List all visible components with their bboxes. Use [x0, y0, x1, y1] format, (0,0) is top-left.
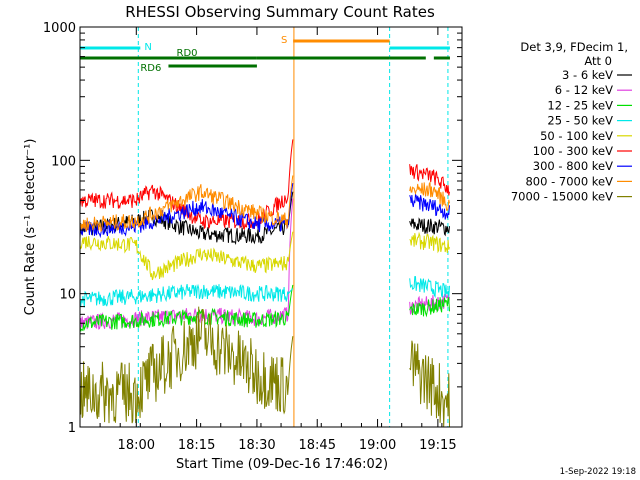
- series-trace-before-4: [79, 231, 294, 281]
- chart-title: RHESSI Observing Summary Count Rates: [125, 3, 435, 21]
- x-tick-label-2: 18:30: [238, 438, 275, 453]
- x-axis-label: Start Time (09-Dec-16 17:46:02): [176, 457, 388, 472]
- legend-entry-8: 7000 - 15000 keV: [511, 190, 613, 204]
- x-tick-label-0: 18:00: [118, 438, 155, 453]
- series-trace-after-1: [409, 294, 450, 315]
- legend-entry-4: 50 - 100 keV: [540, 129, 613, 143]
- flag-label-s: S: [281, 35, 287, 46]
- plot-area: N S RD0 RD6: [79, 27, 450, 428]
- series-trace-before-2: [79, 284, 294, 332]
- series-trace-after-3: [409, 276, 450, 299]
- plot-frame: [79, 26, 463, 428]
- series-trace-after-7: [409, 181, 450, 211]
- legend-entry-6: 300 - 800 keV: [533, 159, 613, 173]
- x-tick-label-5: 19:15: [419, 438, 456, 453]
- legend-header-line-1: Det 3,9, FDecim 1,: [520, 40, 628, 54]
- series-trace-after-5: [409, 164, 450, 196]
- footer-timestamp: 1-Sep-2022 19:18: [560, 467, 636, 477]
- series-trace-before-3: [79, 283, 294, 308]
- legend-entry-1: 6 - 12 keV: [555, 83, 613, 97]
- series-trace-after-6: [409, 192, 450, 220]
- x-tick-label-3: 18:45: [299, 438, 336, 453]
- series-0: [79, 191, 450, 245]
- series-4: [79, 231, 450, 281]
- y-tick-label-1: 10: [59, 288, 76, 303]
- series-7: [79, 175, 450, 233]
- series-trace-before-8: [79, 306, 294, 424]
- x-tick-label-1: 18:15: [178, 438, 215, 453]
- series-trace-after-0: [409, 217, 450, 237]
- legend-entry-3: 25 - 50 keV: [547, 114, 613, 128]
- legend-entry-0: 3 - 6 keV: [562, 68, 613, 82]
- series-trace-after-8: [409, 340, 450, 428]
- legend-entry-5: 100 - 300 keV: [533, 144, 613, 158]
- legend-header-line-2: Att 0: [584, 54, 612, 68]
- series-3: [79, 276, 450, 308]
- y-axis: 1 10 100 1000: [43, 21, 462, 436]
- flag-label-rd6: RD6: [140, 63, 161, 74]
- series-8: [79, 306, 450, 428]
- series-trace-before-7: [79, 175, 294, 233]
- y-tick-label-0: 1: [68, 421, 76, 436]
- x-axis: 18:00 18:15 18:30 18:45 19:00 19:15: [79, 27, 463, 453]
- legend-entry-2: 12 - 25 keV: [547, 98, 613, 112]
- flag-label-rd0: RD0: [177, 48, 198, 59]
- series-trace-before-0: [79, 191, 294, 245]
- x-tick-label-4: 19:00: [359, 438, 396, 453]
- series-trace-after-4: [409, 231, 450, 254]
- y-tick-label-3: 1000: [43, 21, 76, 36]
- y-tick-label-2: 100: [51, 154, 76, 169]
- series-2: [79, 284, 450, 332]
- y-axis-label: Count Rate (s⁻¹ detector⁻¹): [23, 139, 38, 316]
- flag-label-n: N: [144, 42, 151, 53]
- legend-entry-7: 800 - 7000 keV: [525, 174, 613, 188]
- series-trace-after-2: [409, 297, 450, 318]
